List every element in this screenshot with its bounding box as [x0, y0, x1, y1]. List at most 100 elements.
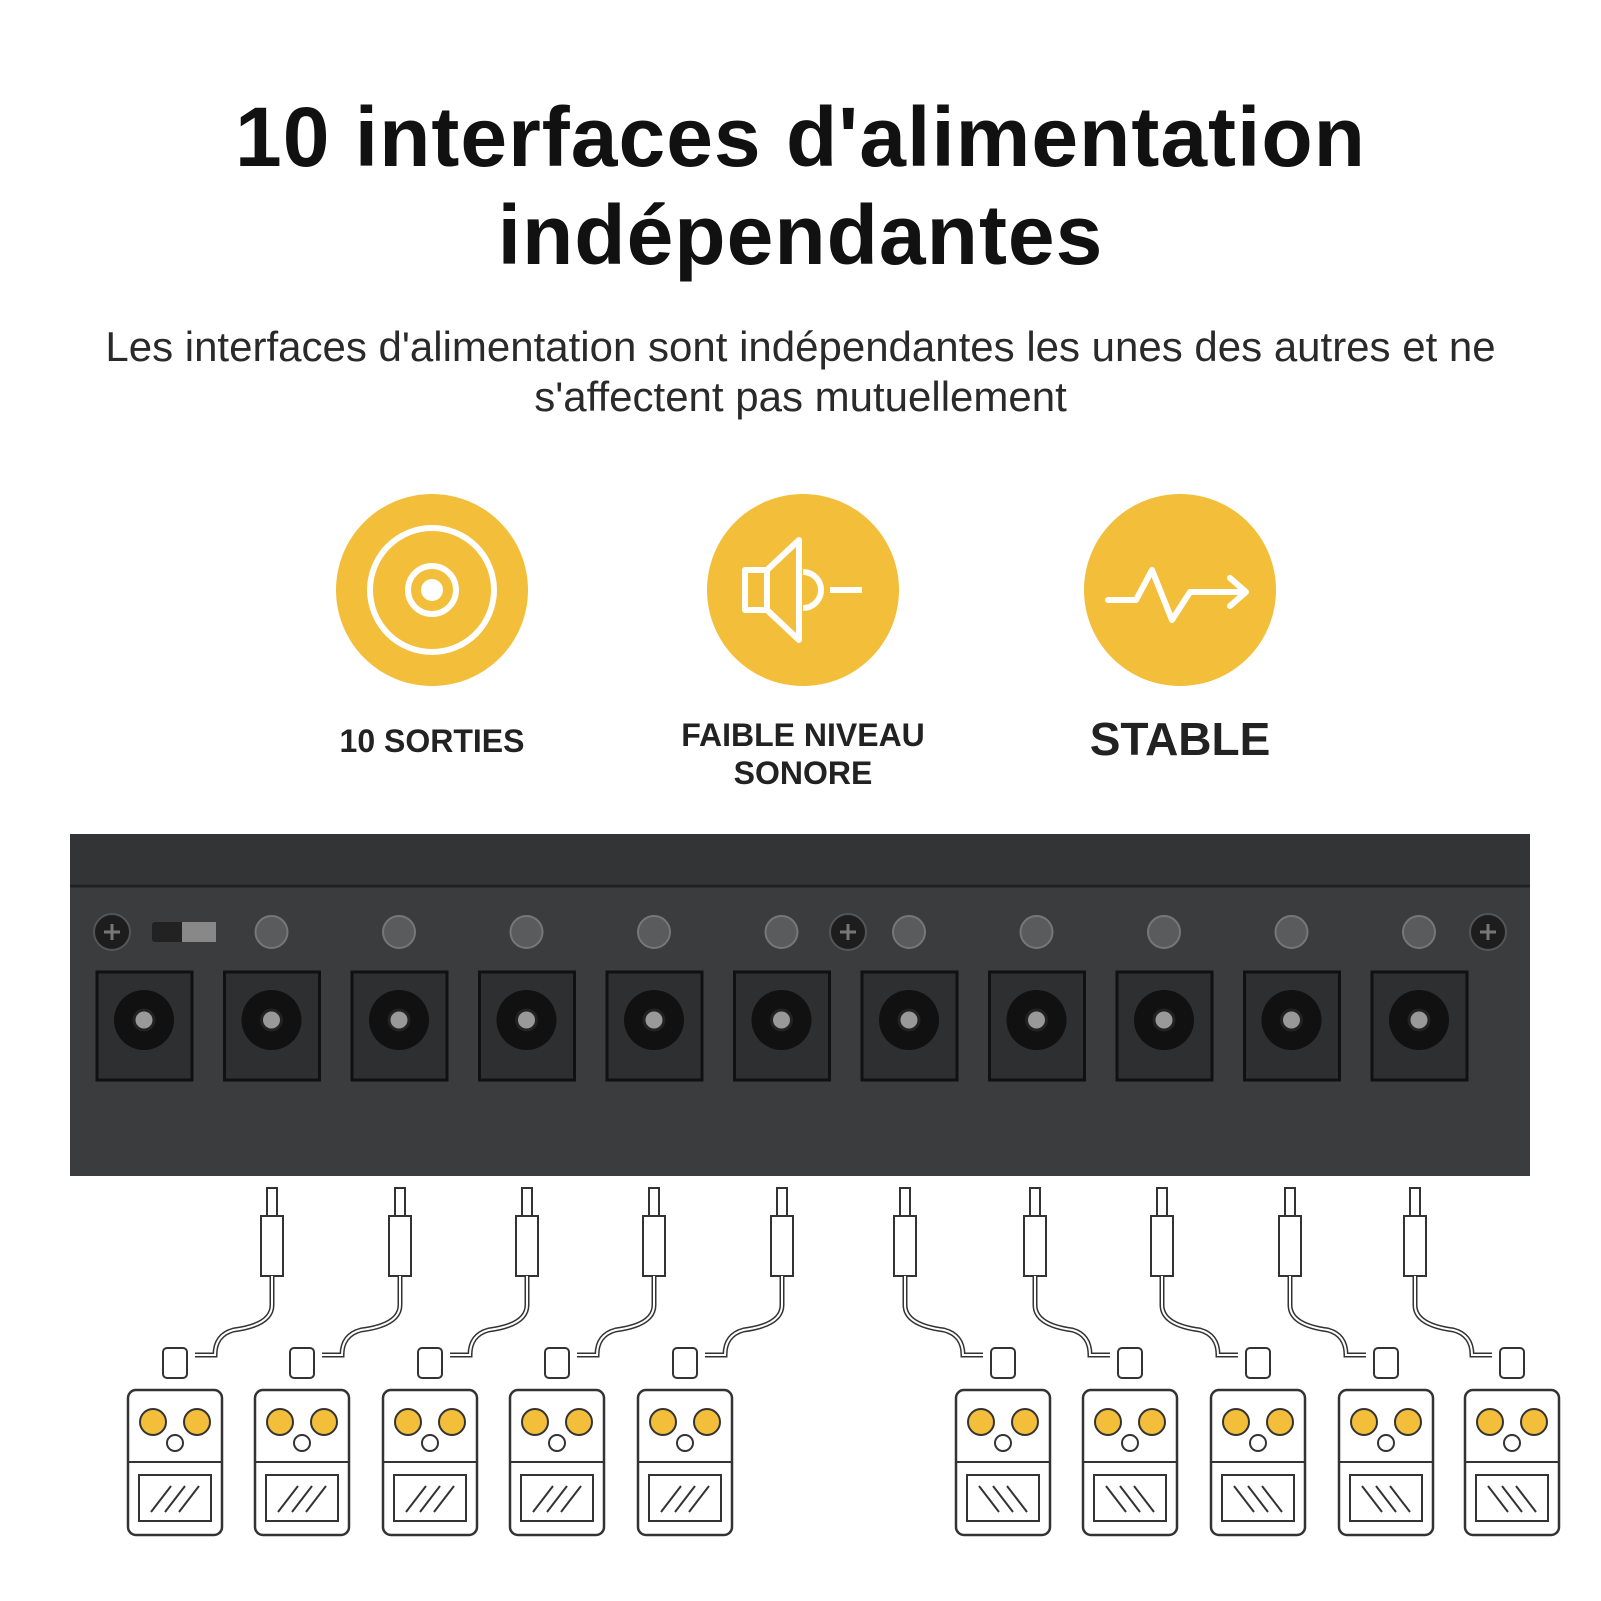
cable: [1032, 1276, 1110, 1358]
power-supply: [70, 834, 1530, 1176]
footswitch-hatch: [291, 1485, 313, 1513]
jack-pin: [260, 1008, 283, 1032]
plug-tip: [1284, 1187, 1296, 1217]
footswitch-hatch: [419, 1485, 441, 1513]
connector: [1245, 1347, 1271, 1379]
cable: [322, 1276, 403, 1358]
knob: [1394, 1408, 1422, 1436]
footswitch-hatch: [1105, 1485, 1127, 1513]
cable-inner: [1161, 1276, 1238, 1356]
cable: [705, 1276, 785, 1358]
jack-pin: [132, 1008, 156, 1032]
plug-body: [1150, 1215, 1174, 1277]
footswitch-hatch: [1487, 1485, 1509, 1513]
footswitch-hatch: [1119, 1485, 1141, 1513]
jack-pin: [1407, 1008, 1431, 1032]
led: [1121, 1434, 1139, 1452]
jack-frame: [988, 970, 1086, 1082]
knob: [139, 1408, 167, 1436]
knob: [438, 1408, 466, 1436]
led: [1019, 915, 1054, 949]
knob: [967, 1408, 995, 1436]
cable: [1287, 1276, 1366, 1358]
jack-pin: [897, 1008, 921, 1032]
footswitch-hatch: [1501, 1485, 1523, 1513]
led: [1377, 1434, 1395, 1452]
knob: [1520, 1408, 1548, 1436]
jack-pin: [642, 1008, 666, 1032]
plug-tip: [648, 1187, 660, 1217]
footswitch-hatch: [178, 1485, 200, 1513]
led: [421, 1434, 439, 1452]
connector: [990, 1347, 1016, 1379]
feature-icons: [336, 494, 1276, 686]
cable-inner: [1034, 1276, 1110, 1356]
cable-inner: [904, 1276, 983, 1356]
plug-body: [770, 1215, 794, 1277]
footswitch-hatch: [992, 1485, 1014, 1513]
led: [382, 915, 416, 949]
plug-tip: [776, 1187, 788, 1217]
plug-tip: [1029, 1187, 1041, 1217]
knob: [266, 1408, 294, 1436]
footswitch-hatch: [560, 1485, 582, 1513]
led: [892, 915, 926, 949]
connector: [162, 1347, 188, 1379]
connector: [672, 1347, 698, 1379]
footswitch-hatch: [1515, 1485, 1537, 1513]
connector: [1117, 1347, 1143, 1379]
knob: [394, 1408, 422, 1436]
plug-tip: [266, 1187, 278, 1217]
plug-body: [515, 1215, 539, 1277]
knob: [183, 1408, 211, 1436]
cable-inner: [1414, 1276, 1492, 1356]
plug-body: [1023, 1215, 1047, 1277]
plug-tip: [394, 1187, 406, 1217]
led: [1503, 1434, 1521, 1452]
cable: [1412, 1276, 1492, 1358]
knob: [565, 1408, 593, 1436]
feature-label: STABLE: [1089, 713, 1271, 765]
pedals: [126, 1187, 1561, 1537]
jack-pin: [770, 1008, 793, 1032]
plug-body: [260, 1215, 284, 1277]
jack-pin: [1280, 1008, 1303, 1032]
cable-inner: [195, 1276, 273, 1356]
knob: [521, 1408, 549, 1436]
footswitch-hatch: [433, 1485, 455, 1513]
footswitch-hatch: [660, 1485, 682, 1513]
led: [676, 1434, 694, 1452]
screw-slot: [840, 924, 856, 940]
screw-slot: [104, 924, 120, 940]
footswitch: [648, 1474, 722, 1522]
jack-pin: [1152, 1008, 1176, 1032]
led: [994, 1434, 1012, 1452]
led: [166, 1434, 184, 1452]
footswitch-hatch: [546, 1485, 568, 1513]
led: [1402, 915, 1436, 949]
footswitch-hatch: [674, 1485, 696, 1513]
footswitch-hatch: [978, 1485, 1000, 1513]
footswitch-hatch: [688, 1485, 710, 1513]
footswitch-hatch: [277, 1485, 299, 1513]
jack-frame: [1115, 970, 1214, 1082]
knob: [1350, 1408, 1378, 1436]
connector: [544, 1347, 570, 1379]
footswitch-hatch: [532, 1485, 554, 1513]
knob: [649, 1408, 677, 1436]
plug-body: [1278, 1215, 1302, 1277]
cable-inner: [450, 1276, 528, 1356]
knob: [1476, 1408, 1504, 1436]
footswitch-hatch: [150, 1485, 172, 1513]
led: [637, 915, 671, 949]
jack-pin: [1025, 1008, 1048, 1032]
led: [548, 1434, 566, 1452]
led: [1249, 1434, 1267, 1452]
connector: [1499, 1347, 1525, 1379]
knob: [1094, 1408, 1122, 1436]
plug-body: [642, 1215, 666, 1277]
knob: [1138, 1408, 1166, 1436]
led: [254, 915, 289, 949]
cable-inner: [1289, 1276, 1366, 1356]
